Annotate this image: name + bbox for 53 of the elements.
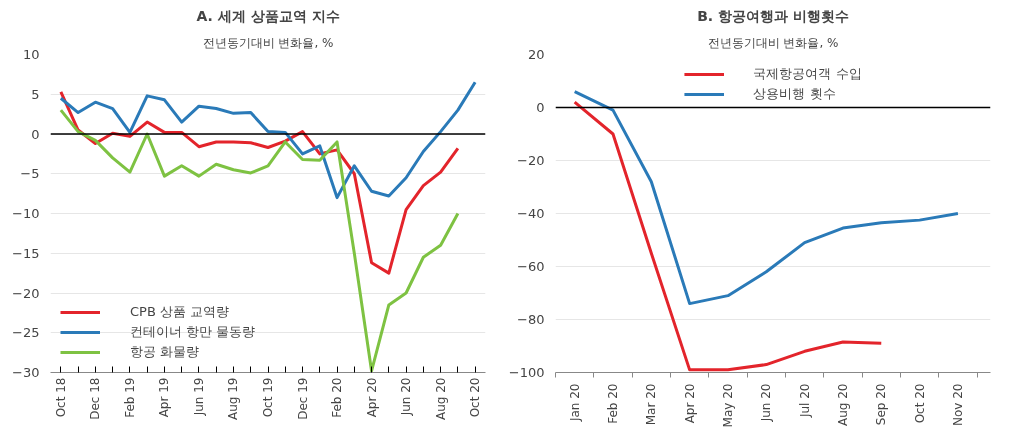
x-tick-label: Nov 20	[950, 383, 965, 426]
line-series	[59, 80, 477, 200]
y-tick-label: 0	[31, 126, 40, 142]
x-tick-label: Aug 20	[433, 377, 448, 421]
chart-title: B. 항공여행과 비행횟수	[697, 7, 849, 24]
chart-subtitle: 전년동기대비 변화율, %	[202, 35, 334, 50]
y-tick-label: 20	[527, 47, 545, 62]
line-series	[573, 100, 883, 372]
chart-title: A. 세계 상품교역 지수	[196, 7, 340, 24]
x-tick-label: May 20	[720, 383, 735, 428]
x-tick-label: Mar 20	[644, 383, 659, 426]
y-tick-label: 5	[31, 86, 40, 102]
legend-label: 컨테이너 항만 물동량	[130, 323, 256, 341]
x-tick-label: Feb 19	[122, 377, 137, 418]
y-tick-label: −15	[12, 245, 40, 261]
x-tick-label: Jun 20	[759, 383, 774, 423]
y-tick-label: −100	[508, 365, 545, 380]
x-tick-label: Apr 19	[157, 377, 172, 418]
x-tick-label: Apr 20	[364, 377, 379, 418]
y-tick-label: −20	[517, 153, 545, 168]
x-tick-label: Jan 20	[567, 383, 582, 423]
y-tick-label: −25	[12, 325, 40, 341]
x-tick-label: Oct 19	[261, 377, 275, 418]
x-tick-label: Feb 20	[330, 377, 345, 418]
line-series	[59, 108, 460, 373]
x-tick-label: Dec 19	[295, 377, 310, 420]
x-tick-label: Aug 19	[226, 377, 241, 421]
x-tick-label: Oct 20	[912, 383, 927, 424]
x-tick-label: Oct 20	[468, 377, 483, 418]
y-tick-label: −60	[517, 259, 545, 274]
y-tick-label: −80	[517, 312, 545, 327]
y-tick-label: −5	[20, 166, 40, 182]
x-tick-label: Jul 20	[797, 383, 812, 419]
legend-label: 국제항공여객 수입	[753, 65, 862, 83]
legend-label: CPB 상품 교역량	[130, 303, 230, 321]
x-tick-label: Dec 18	[88, 377, 103, 420]
line-series	[573, 90, 960, 306]
y-tick-label: −20	[12, 285, 40, 301]
y-tick-label: 10	[22, 47, 40, 62]
x-tick-label: Jun 19	[191, 377, 206, 417]
x-tick-label: Oct 18	[53, 377, 68, 418]
x-tick-label: Aug 20	[835, 383, 850, 427]
chart-subtitle: 전년동기대비 변화율, %	[707, 35, 839, 50]
legend-label: 항공 화물량	[130, 343, 200, 361]
y-tick-label: 0	[536, 100, 545, 115]
y-tick-label: −40	[517, 206, 545, 221]
x-tick-label: Jun 20	[399, 377, 414, 417]
legend-label: 상용비행 횟수	[753, 85, 836, 103]
x-tick-label: Feb 20	[605, 383, 620, 424]
y-tick-label: −10	[12, 206, 40, 221]
x-tick-label: Sep 20	[874, 383, 889, 426]
x-tick-label: Apr 20	[682, 383, 697, 424]
y-tick-label: −30	[12, 365, 40, 380]
